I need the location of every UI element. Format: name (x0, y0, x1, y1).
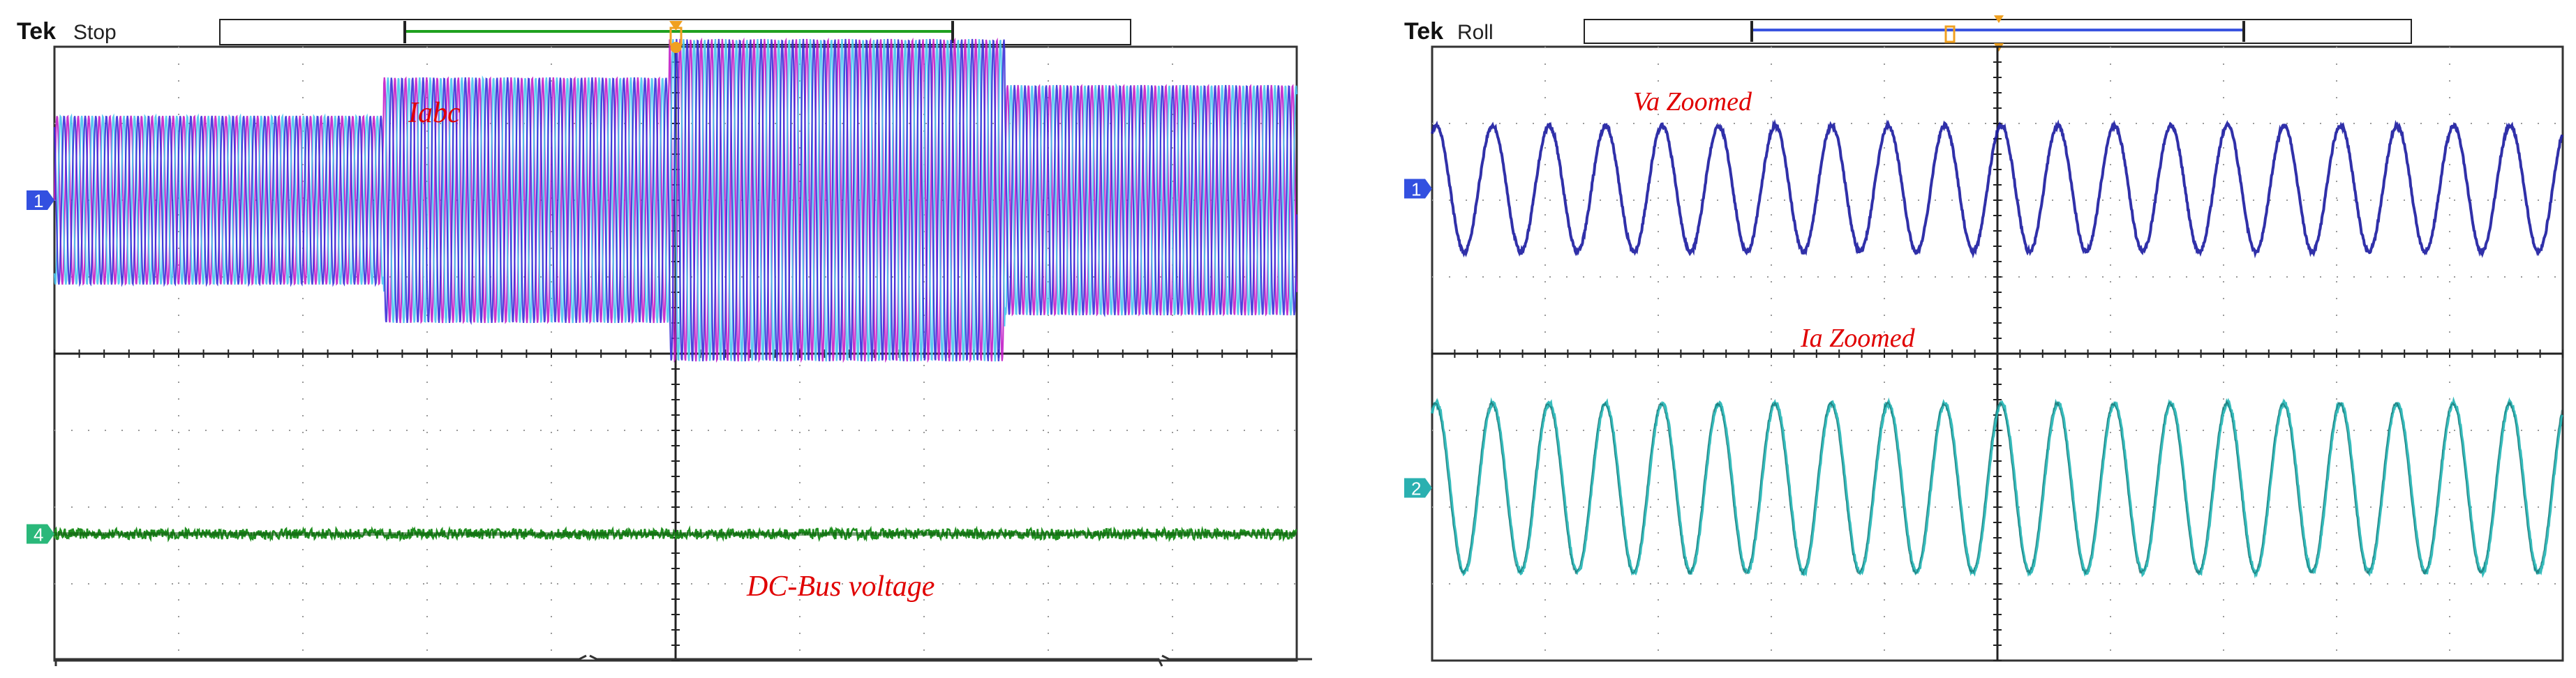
series-iabc-phase (53, 38, 1298, 362)
channel-marker-label: 1 (1411, 179, 1421, 200)
acquisition-status: Roll (1457, 21, 1494, 44)
channel-markers: 14 (27, 190, 54, 545)
channel-marker-icon (1404, 478, 1432, 498)
series-ia-zoomed (1431, 400, 2563, 576)
channel-markers: 12 (1404, 179, 1432, 499)
channel-marker-icon (27, 524, 54, 544)
scope-left-plot: 14 Iabc DC-Bus voltage (27, 19, 1312, 667)
channel-marker-label: 2 (1411, 479, 1421, 499)
bottom-bracket (54, 654, 587, 666)
waveforms (1431, 119, 2564, 579)
waveforms (53, 37, 1298, 543)
trigger-position-icon (669, 21, 683, 31)
channel-marker-icon (27, 190, 54, 210)
annotation-ia-zoomed: Ia Zoomed (1800, 324, 1916, 353)
series-va-zoomed (1431, 119, 2564, 259)
bottom-bracket (1161, 654, 1312, 661)
scope-right-plot: 12 Va Zoomed Ia Zoomed (1404, 15, 2564, 662)
series-iabc-phase (53, 38, 1298, 362)
acquisition-status: Stop (73, 21, 117, 44)
series-ia-zoomed (1431, 396, 2563, 579)
annotation-dc-bus: DC-Bus voltage (746, 571, 935, 603)
annotation-iabc: Iabc (408, 97, 461, 129)
trigger-marker-icon (1944, 25, 1956, 43)
trigger-point-icon (670, 42, 682, 53)
brand-label: Tek (17, 18, 57, 45)
annotation-va-zoomed: Va Zoomed (1633, 87, 1752, 116)
brand-label: Tek (1404, 18, 1444, 45)
bottom-bracket (589, 654, 1163, 667)
channel-marker-label: 1 (33, 190, 43, 211)
channel-marker-label: 4 (33, 525, 43, 545)
trigger-position-icon (1994, 15, 2004, 23)
channel-marker-icon (1404, 179, 1432, 199)
graticule (1431, 45, 2564, 662)
